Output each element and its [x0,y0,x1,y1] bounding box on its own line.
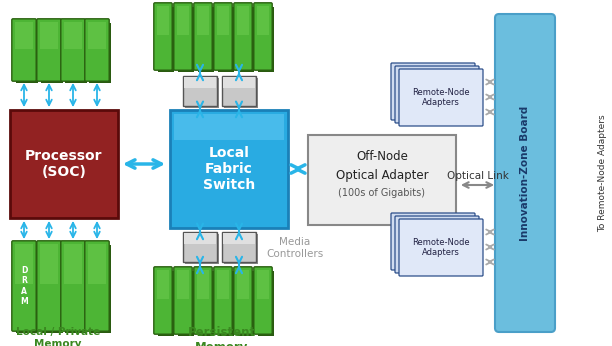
Bar [10,110,118,218]
Bar [197,270,209,299]
Text: Media
Controllers: Media Controllers [266,237,324,259]
Bar [258,271,274,336]
Bar [223,77,255,88]
Bar [218,7,234,72]
Bar [184,233,216,244]
Bar [184,77,216,88]
FancyBboxPatch shape [154,267,172,334]
Bar [217,6,229,35]
Bar [223,233,255,244]
FancyBboxPatch shape [391,213,475,270]
Bar [217,270,229,299]
FancyBboxPatch shape [37,19,61,81]
Text: Optical Link: Optical Link [447,171,509,181]
Bar [177,6,189,35]
Bar [158,7,174,72]
FancyBboxPatch shape [234,267,252,334]
Bar [177,270,189,299]
FancyBboxPatch shape [391,63,475,120]
Bar [197,6,209,35]
Text: Processor
(SOC): Processor (SOC) [25,149,103,179]
Bar [308,135,456,225]
Bar [158,271,174,336]
Bar [238,7,254,72]
FancyBboxPatch shape [194,3,212,70]
FancyBboxPatch shape [85,19,109,81]
Text: Remote-Node
Adapters: Remote-Node Adapters [412,88,470,107]
Bar [88,22,106,49]
Bar [64,22,82,49]
Bar [224,78,258,108]
Text: Remote-Node
Adapters: Remote-Node Adapters [412,238,470,257]
Text: Persistent
Memory: Persistent Memory [188,326,256,346]
Bar [170,110,288,228]
Bar [178,271,194,336]
Text: To Remote-Node Adapters: To Remote-Node Adapters [599,114,608,232]
Bar [183,232,217,262]
Bar [41,23,63,83]
Bar [16,23,38,83]
FancyBboxPatch shape [395,66,479,123]
FancyBboxPatch shape [214,3,232,70]
FancyBboxPatch shape [85,241,109,331]
FancyBboxPatch shape [12,19,36,81]
Text: D
R
A
M: D R A M [20,266,28,306]
FancyBboxPatch shape [395,216,479,273]
Bar [222,76,256,106]
Bar [222,232,256,262]
Bar [16,245,38,333]
Bar [157,6,169,35]
FancyBboxPatch shape [154,3,172,70]
Text: (100s of Gigabits): (100s of Gigabits) [338,188,425,198]
FancyBboxPatch shape [61,241,85,331]
Bar [65,23,87,83]
Bar [237,270,249,299]
Bar [157,270,169,299]
Bar [41,245,63,333]
Bar [185,234,219,264]
FancyBboxPatch shape [214,267,232,334]
Bar [237,6,249,35]
Bar [198,7,214,72]
FancyBboxPatch shape [495,14,555,332]
Bar [40,22,58,49]
Text: Local
Fabric
Switch: Local Fabric Switch [203,146,255,192]
Text: Innovation-Zone Board: Innovation-Zone Board [520,106,530,240]
FancyBboxPatch shape [254,3,272,70]
Bar [15,244,33,284]
Text: Off-Node: Off-Node [356,151,408,164]
FancyBboxPatch shape [61,19,85,81]
FancyBboxPatch shape [12,241,36,331]
FancyBboxPatch shape [399,219,483,276]
Bar [15,22,33,49]
Bar [257,6,269,35]
Text: Optical Adapter: Optical Adapter [336,169,428,182]
Bar [257,270,269,299]
Bar [183,76,217,106]
FancyBboxPatch shape [194,267,212,334]
Bar [258,7,274,72]
Bar [178,7,194,72]
FancyBboxPatch shape [174,267,192,334]
Bar [224,234,258,264]
Bar [218,271,234,336]
Bar [238,271,254,336]
FancyBboxPatch shape [254,267,272,334]
Bar [89,245,111,333]
Text: Local / Private
Memory: Local / Private Memory [16,327,100,346]
Bar [64,244,82,284]
FancyBboxPatch shape [37,241,61,331]
Bar [89,23,111,83]
FancyBboxPatch shape [234,3,252,70]
FancyBboxPatch shape [174,3,192,70]
Bar [198,271,214,336]
FancyBboxPatch shape [399,69,483,126]
Bar [65,245,87,333]
Bar [88,244,106,284]
Bar [174,114,284,140]
Bar [185,78,219,108]
Bar [40,244,58,284]
